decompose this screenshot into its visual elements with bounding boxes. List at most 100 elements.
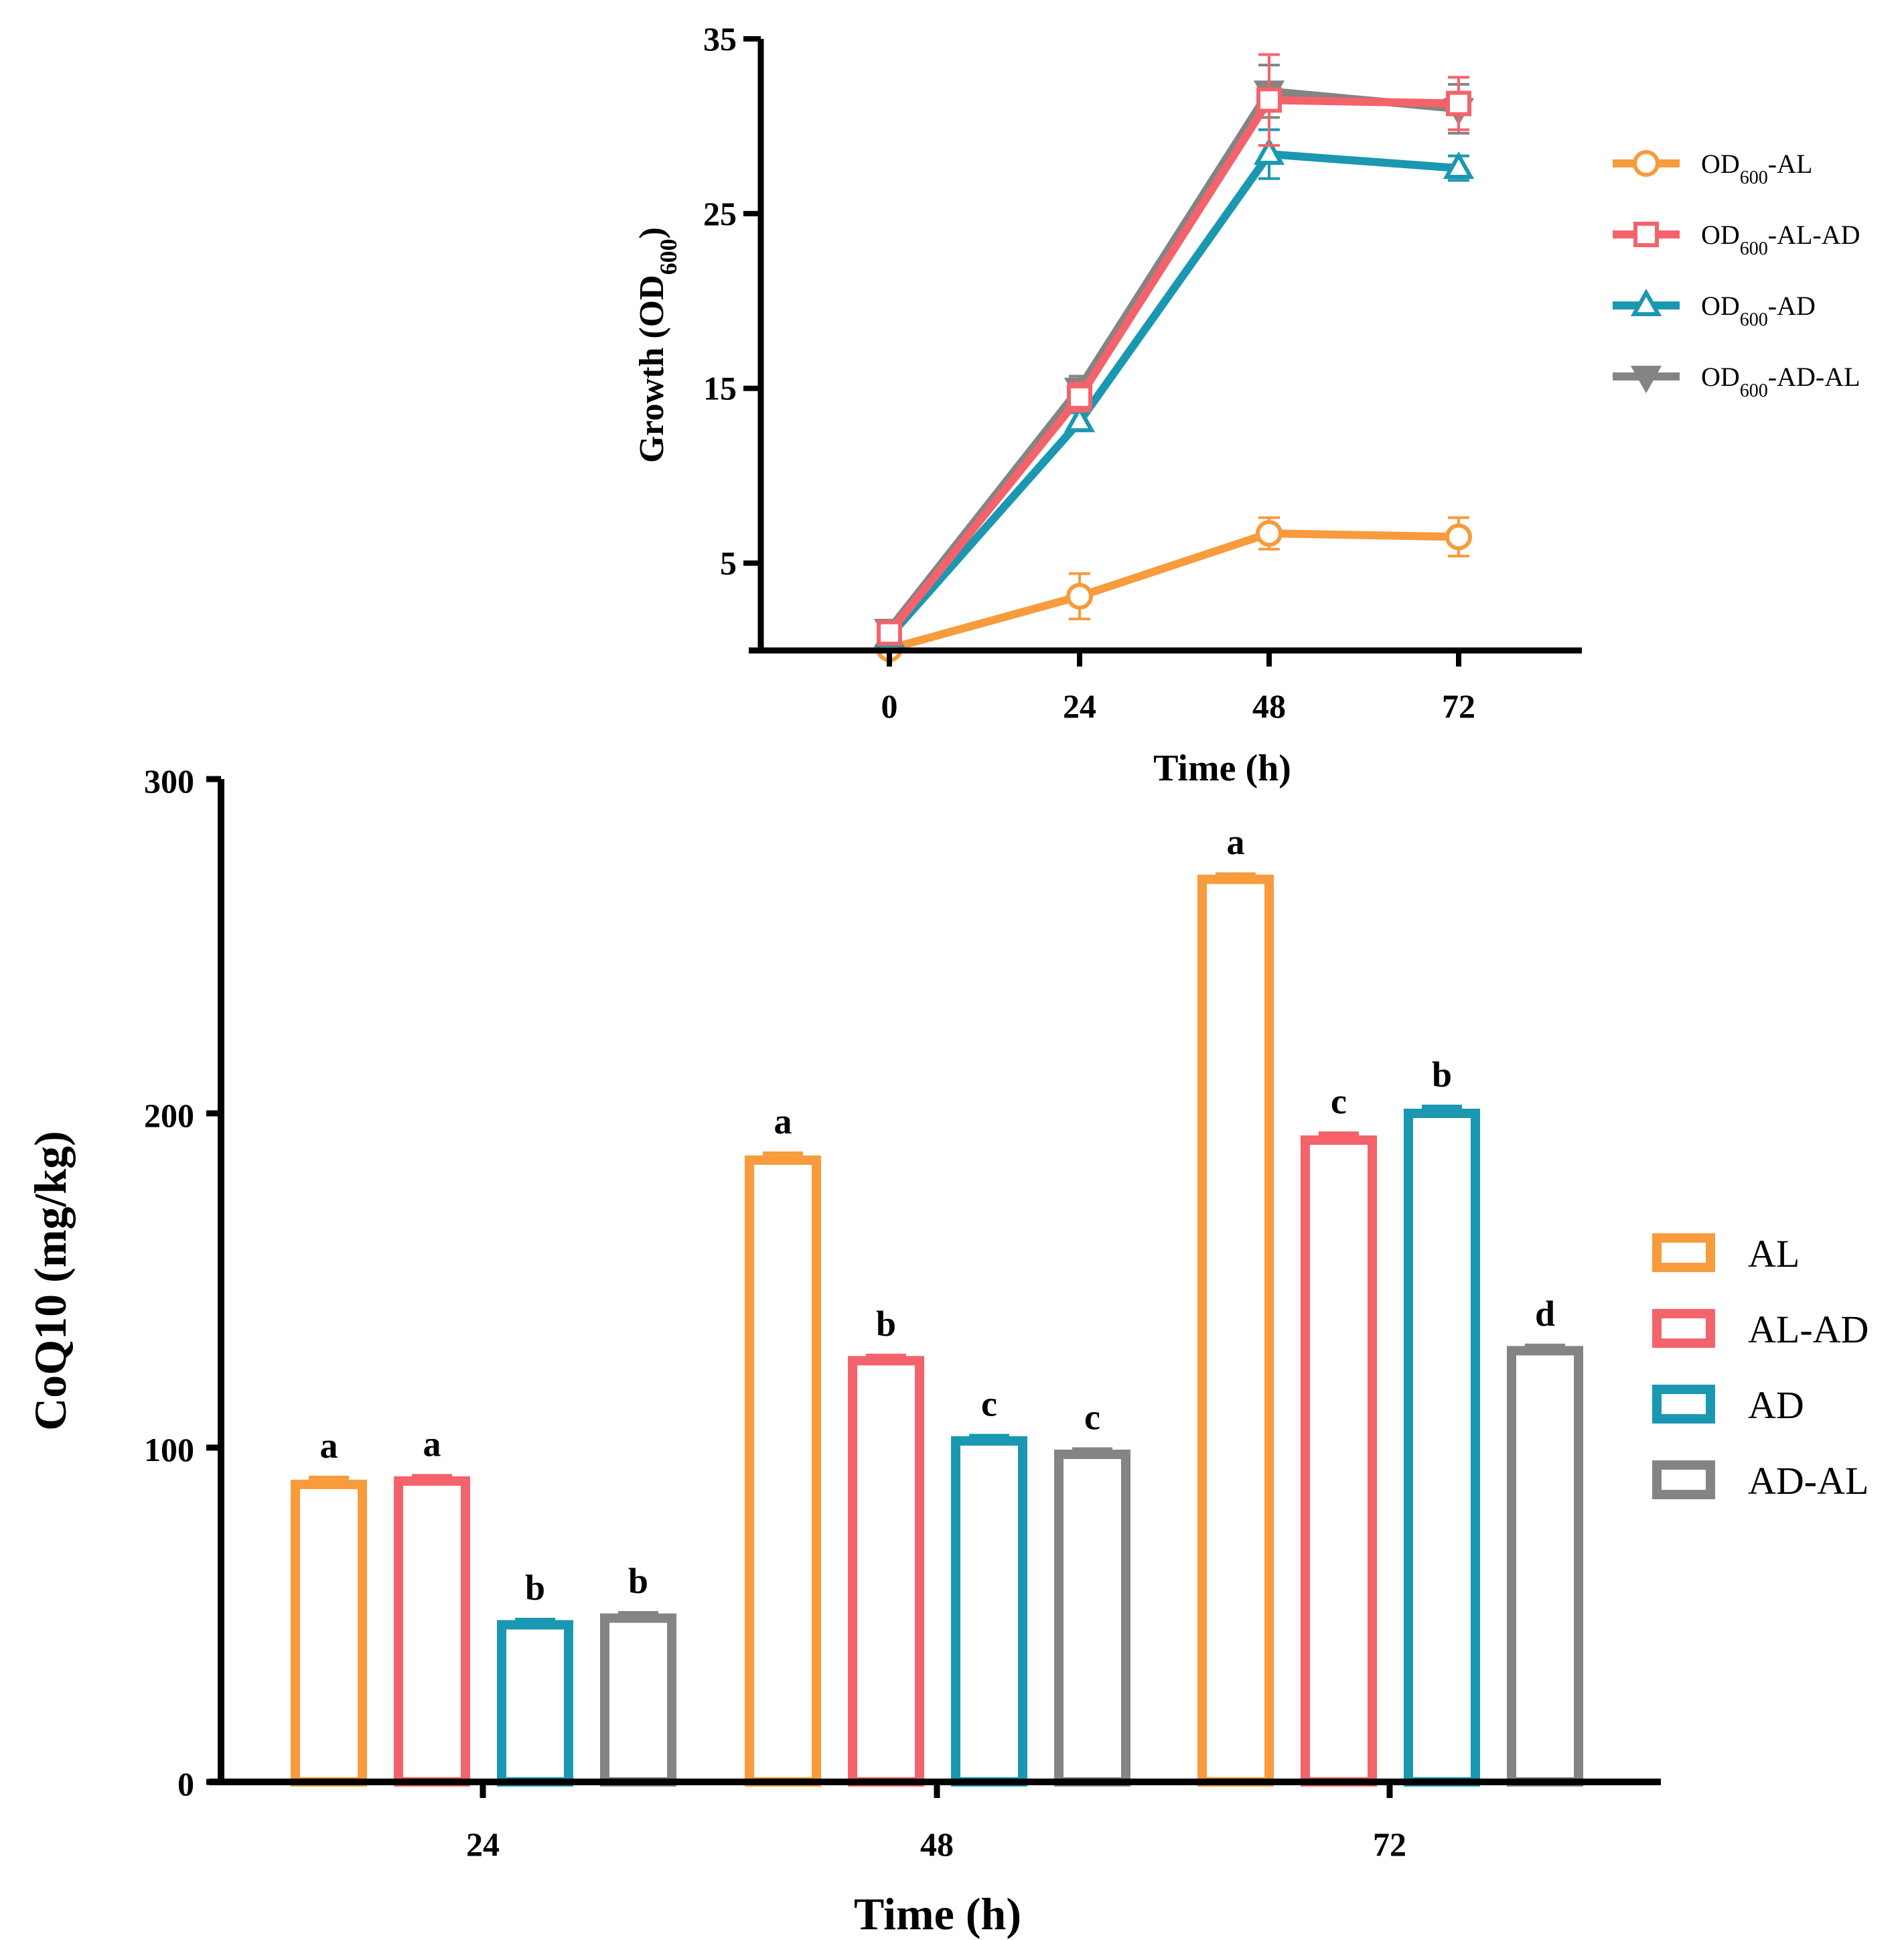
coq10-y-tick-label: 200 xyxy=(144,1097,194,1134)
coq10-bar xyxy=(951,1436,1027,1787)
coq10-significance-letter: c xyxy=(1084,1397,1100,1437)
coq10-legend-label: AD xyxy=(1748,1383,1804,1427)
coq10-significance-letter: a xyxy=(320,1426,338,1466)
growth-plot-area xyxy=(873,53,1475,663)
coq10-legend-label: AL-AD xyxy=(1748,1308,1869,1351)
growth-legend-marker xyxy=(1630,366,1662,394)
coq10-x-axis-label: Time (h) xyxy=(854,1888,1021,1939)
growth-data-point xyxy=(1066,583,1093,610)
growth-legend-label: OD600-AL-AD xyxy=(1701,220,1860,259)
growth-y-tick-label: 25 xyxy=(703,195,737,232)
growth-legend-prefix: OD xyxy=(1701,362,1740,392)
growth-series-line xyxy=(886,150,1459,640)
growth-data-point xyxy=(877,620,902,646)
growth-y-ticks: 5 15 25 35 xyxy=(703,20,761,582)
coq10-bar xyxy=(291,1479,367,1787)
coq10-significance-letter: a xyxy=(423,1424,441,1464)
growth-series-line xyxy=(888,529,1459,653)
coq10-bar xyxy=(497,1620,573,1787)
growth-legend-label: OD600-AD-AL xyxy=(1701,362,1860,401)
coq10-bar xyxy=(745,1155,821,1787)
coq10-y-tick-label: 100 xyxy=(144,1431,194,1468)
coq10-y-ticks: 0 100 200 300 xyxy=(144,762,221,1803)
growth-legend-suffix: -AD-AL xyxy=(1768,362,1860,392)
growth-data-point xyxy=(1446,90,1471,117)
growth-x-tick-label: 48 xyxy=(1252,687,1286,725)
coq10-bar xyxy=(394,1476,470,1787)
coq10-y-tick-label: 300 xyxy=(144,762,194,800)
growth-legend-subscript: 600 xyxy=(1740,167,1768,188)
growth-legend-suffix: -AL xyxy=(1768,149,1813,179)
growth-x-tick-label: 0 xyxy=(881,687,898,725)
growth-legend-label: OD600-AL xyxy=(1701,149,1812,188)
growth-data-point xyxy=(1067,384,1092,410)
coq10-significance-letter: b xyxy=(628,1561,648,1601)
growth-legend-label: OD600-AD xyxy=(1701,291,1816,330)
coq10-x-tick-label: 24 xyxy=(466,1825,500,1863)
coq10-legend-swatch xyxy=(1652,1460,1715,1499)
coq10-x-tick-label: 72 xyxy=(1373,1825,1406,1863)
coq10-legend: AL AL-AD AD AD-AL xyxy=(1652,1232,1869,1503)
coq10-bar xyxy=(1404,1109,1480,1787)
growth-series-od600-ad-al xyxy=(873,64,1475,646)
coq10-y-axis-label: CoQ10 (mg/kg) xyxy=(25,1131,76,1431)
growth-legend-prefix: OD xyxy=(1701,220,1740,250)
growth-x-axis-label: Time (h) xyxy=(1153,748,1291,789)
coq10-series-al-ad: a b c xyxy=(394,1081,1377,1787)
coq10-legend-label: AD-AL xyxy=(1748,1459,1869,1503)
growth-y-tick-label: 5 xyxy=(720,545,737,582)
coq10-series-ad: b c b xyxy=(497,1054,1480,1787)
coq10-y-tick-label: 0 xyxy=(177,1765,194,1803)
growth-y-label-sub: 600 xyxy=(655,238,682,275)
coq10-x-tick-label: 48 xyxy=(920,1825,954,1863)
coq10-significance-letter: b xyxy=(1432,1054,1452,1095)
growth-legend-subscript: 600 xyxy=(1740,380,1768,401)
coq10-significance-letter: c xyxy=(1331,1081,1347,1121)
growth-series-line xyxy=(886,96,1459,636)
growth-legend-subscript: 600 xyxy=(1740,309,1768,330)
coq10-significance-letter: d xyxy=(1535,1294,1555,1334)
growth-y-tick-label: 35 xyxy=(703,20,737,58)
coq10-significance-letter: b xyxy=(525,1568,545,1608)
coq10-bar xyxy=(848,1356,924,1787)
coq10-significance-letter: a xyxy=(774,1101,792,1141)
growth-data-point xyxy=(1256,87,1282,113)
growth-x-ticks: 0 24 48 72 xyxy=(881,650,1475,725)
coq10-plot-area: a a a a b c b c b b c d xyxy=(291,822,1583,1787)
growth-y-tick-label: 15 xyxy=(703,370,737,407)
coq10-bar xyxy=(1507,1346,1583,1787)
growth-data-point xyxy=(1064,405,1096,433)
growth-legend-subscript: 600 xyxy=(1740,238,1768,259)
coq10-significance-letter: b xyxy=(876,1304,896,1344)
coq10-legend-swatch xyxy=(1652,1233,1715,1272)
growth-series-line xyxy=(886,87,1459,632)
growth-y-label-end: ) xyxy=(633,227,671,238)
growth-y-axis-label: Growth (OD600) xyxy=(633,227,682,463)
growth-x-tick-label: 24 xyxy=(1063,687,1096,725)
coq10-series-ad-al: b c d xyxy=(600,1294,1583,1787)
coq10-bar xyxy=(600,1613,676,1787)
growth-legend-marker xyxy=(1630,288,1662,316)
growth-legend-prefix: OD xyxy=(1701,149,1740,179)
growth-data-point xyxy=(1253,137,1285,165)
coq10-bar xyxy=(1197,874,1274,1787)
coq10-bar xyxy=(1301,1135,1377,1787)
coq10-legend-label: AL xyxy=(1748,1232,1800,1275)
growth-legend-marker xyxy=(1633,222,1659,247)
growth-data-point xyxy=(1443,151,1475,180)
growth-y-label-main: Growth (OD xyxy=(633,275,671,463)
coq10-x-ticks: 24 48 72 xyxy=(466,1782,1406,1863)
growth-legend-suffix: -AD xyxy=(1768,291,1816,321)
growth-legend-suffix: -AL-AD xyxy=(1768,220,1860,250)
growth-series-od600-al-ad xyxy=(877,53,1471,646)
coq10-bar xyxy=(1054,1449,1130,1787)
growth-legend-marker xyxy=(1633,150,1660,177)
growth-legend-prefix: OD xyxy=(1701,291,1740,321)
coq10-significance-letter: a xyxy=(1227,822,1245,862)
growth-data-point xyxy=(1256,520,1283,547)
growth-x-tick-label: 72 xyxy=(1442,687,1475,725)
growth-series-od600-al xyxy=(876,516,1472,663)
